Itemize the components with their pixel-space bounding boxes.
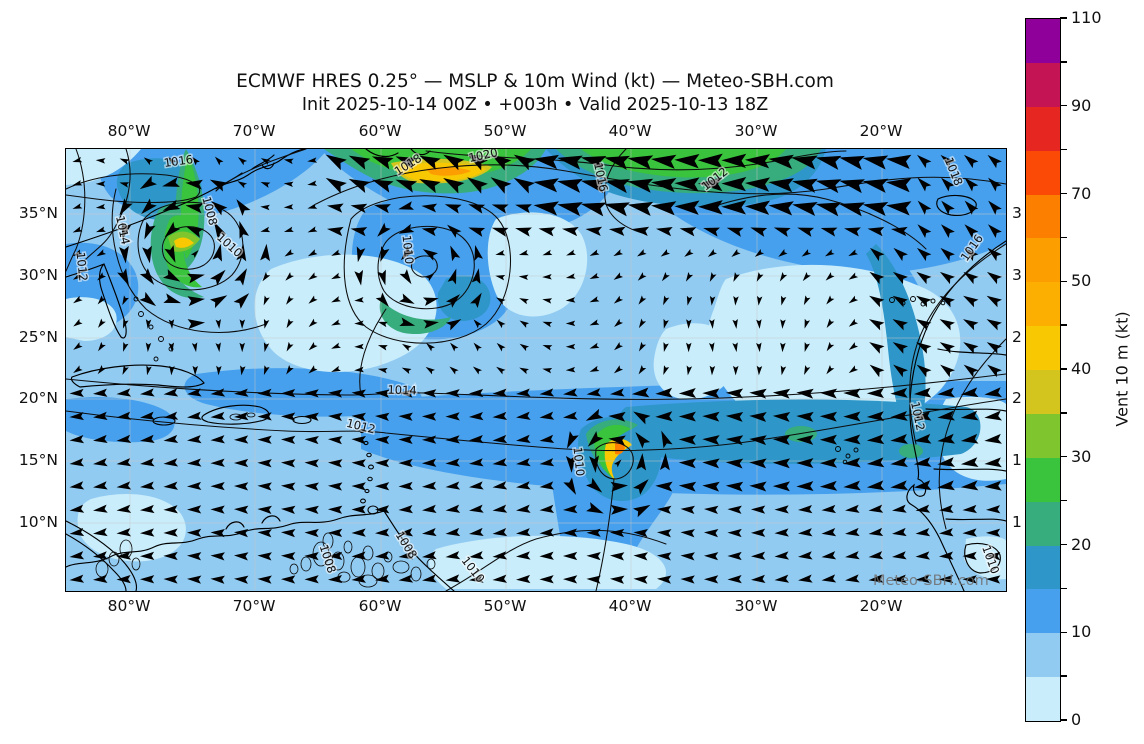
lat-tick-label-clipped: 3	[1012, 266, 1022, 284]
colorbar-tick	[1060, 412, 1067, 414]
lat-tick-label: 30°N	[18, 266, 58, 284]
colorbar-tick	[1060, 543, 1067, 546]
colorbar-tick-label: 70	[1071, 183, 1092, 203]
lon-tick-label: 30°W	[734, 597, 778, 615]
lat-tick-label: 10°N	[18, 513, 58, 531]
lat-tick-label: 25°N	[18, 328, 58, 346]
colorbar-band-50-60	[1026, 237, 1060, 283]
lon-tick-label: 70°W	[232, 597, 276, 615]
colorbar	[1025, 18, 1061, 722]
watermark: Meteo-SBH.com	[873, 573, 989, 589]
colorbar-tick-label: 110	[1071, 8, 1102, 28]
colorbar-tick	[1060, 105, 1067, 107]
colorbar-tick-label: 50	[1071, 271, 1092, 291]
colorbar-tick	[1060, 324, 1067, 326]
colorbar-band-20-25	[1026, 501, 1060, 546]
colorbar-tick	[1060, 17, 1067, 19]
colorbar-tick-label: 0	[1071, 710, 1082, 730]
isobar-label: 1010	[570, 446, 587, 477]
colorbar-band-10-15	[1026, 588, 1060, 634]
colorbar-band-5-10	[1026, 632, 1060, 678]
isobar-label: 1008	[317, 543, 339, 575]
colorbar-band-60-70	[1026, 194, 1060, 239]
colorbar-band-45-50	[1026, 281, 1060, 327]
colorbar-tick	[1060, 499, 1067, 502]
colorbar-tick	[1060, 719, 1067, 721]
lon-tick-label: 70°W	[232, 122, 276, 140]
lon-tick-label: 20°W	[859, 597, 903, 615]
lon-tick-label: 60°W	[358, 122, 402, 140]
isobar-label: 1016	[163, 152, 194, 170]
isobar-label: 1012	[73, 251, 90, 282]
lon-tick-label: 20°W	[859, 122, 903, 140]
lon-tick-label: 80°W	[107, 122, 151, 140]
lat-tick-label-clipped: 2	[1012, 389, 1022, 407]
colorbar-tick	[1060, 280, 1067, 282]
colorbar-tick	[1060, 368, 1067, 370]
colorbar-tick-label: 10	[1071, 622, 1092, 642]
colorbar-tick-label: 20	[1071, 534, 1092, 554]
colorbar-axis-label: Vent 10 m (kt)	[1112, 311, 1132, 427]
colorbar-band-70-80	[1026, 150, 1060, 195]
colorbar-tick-label: 40	[1071, 359, 1092, 379]
wind-arrows	[69, 153, 1003, 584]
weather-map[interactable]: 1016 1014 1012 1008 1010 1018 1020 1016 1012 1018…	[65, 148, 1007, 592]
lon-tick-label: 40°W	[608, 122, 652, 140]
colorbar-tick	[1060, 631, 1067, 633]
lat-tick-label-clipped: 2	[1012, 328, 1022, 346]
isobar-label: 1010	[399, 234, 416, 265]
lat-tick-label: 15°N	[18, 451, 58, 469]
lon-tick-label: 80°W	[107, 597, 151, 615]
colorbar-band-35-40	[1026, 369, 1060, 414]
colorbar-band-0-5	[1026, 676, 1060, 721]
isobar-label: 1014	[387, 382, 417, 397]
lon-tick-label: 50°W	[483, 122, 527, 140]
colorbar-band-90-100	[1026, 62, 1060, 107]
colorbar-band-40-45	[1026, 325, 1060, 370]
chart-subtitle: Init 2025-10-14 00Z • +003h • Valid 2025…	[301, 95, 769, 115]
lat-tick-label: 35°N	[18, 204, 58, 222]
lon-tick-label: 60°W	[358, 597, 402, 615]
colorbar-tick	[1060, 675, 1067, 677]
colorbar-tick	[1060, 148, 1067, 151]
colorbar-tick	[1060, 456, 1067, 458]
lat-tick-label-clipped: 3	[1012, 204, 1022, 222]
colorbar-tick	[1060, 587, 1067, 590]
colorbar-tick	[1060, 61, 1067, 63]
lon-tick-label: 40°W	[608, 597, 652, 615]
lon-tick-label: 30°W	[734, 122, 778, 140]
colorbar-band-25-30	[1026, 457, 1060, 502]
coastlines	[66, 149, 1006, 591]
lat-tick-label: 20°N	[18, 389, 58, 407]
colorbar-band-80-90	[1026, 106, 1060, 151]
lon-tick-label: 50°W	[483, 597, 527, 615]
colorbar-band-15-20	[1026, 545, 1060, 590]
chart-title: ECMWF HRES 0.25° — MSLP & 10m Wind (kt) …	[236, 71, 834, 92]
colorbar-tick	[1060, 192, 1067, 195]
colorbar-tick	[1060, 236, 1067, 239]
colorbar-tick-label: 30	[1071, 446, 1092, 466]
colorbar-band-100-110	[1026, 18, 1060, 63]
isobar-label: 1016	[591, 161, 611, 193]
colorbar-tick-label: 90	[1071, 95, 1092, 115]
lat-tick-label-clipped: 1	[1012, 451, 1022, 469]
colorbar-band-30-35	[1026, 413, 1060, 458]
lat-tick-label-clipped: 1	[1012, 513, 1022, 531]
